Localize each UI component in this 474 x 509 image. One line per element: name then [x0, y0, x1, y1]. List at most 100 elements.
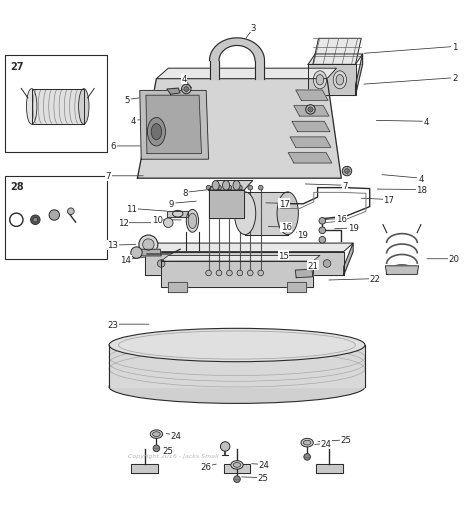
- Circle shape: [342, 167, 352, 177]
- Text: 21: 21: [307, 261, 319, 270]
- Ellipse shape: [79, 90, 89, 125]
- Ellipse shape: [313, 72, 327, 90]
- Polygon shape: [288, 153, 332, 164]
- Ellipse shape: [316, 75, 324, 86]
- Ellipse shape: [231, 461, 243, 469]
- Text: 24: 24: [320, 439, 332, 448]
- Ellipse shape: [233, 463, 241, 467]
- Polygon shape: [344, 244, 353, 276]
- Polygon shape: [146, 96, 201, 154]
- Text: 5: 5: [124, 96, 130, 105]
- Polygon shape: [316, 464, 343, 473]
- Text: 7: 7: [105, 172, 111, 181]
- Ellipse shape: [188, 214, 197, 229]
- Ellipse shape: [301, 439, 313, 447]
- Circle shape: [308, 108, 313, 112]
- Bar: [5, 177, 107, 259]
- Text: 17: 17: [279, 200, 290, 208]
- Text: 28: 28: [10, 182, 24, 192]
- Polygon shape: [294, 106, 329, 117]
- Ellipse shape: [173, 211, 183, 218]
- Text: 16: 16: [281, 223, 292, 232]
- Circle shape: [323, 260, 331, 268]
- Ellipse shape: [234, 192, 256, 235]
- Polygon shape: [131, 464, 158, 473]
- Ellipse shape: [186, 210, 199, 233]
- Text: 25: 25: [163, 446, 174, 455]
- Text: 24: 24: [171, 431, 182, 440]
- Polygon shape: [290, 137, 331, 148]
- Circle shape: [220, 442, 230, 451]
- Circle shape: [30, 216, 40, 225]
- Text: 9: 9: [169, 200, 174, 208]
- Polygon shape: [167, 212, 188, 218]
- Polygon shape: [167, 89, 180, 95]
- Circle shape: [153, 445, 160, 452]
- Text: 13: 13: [107, 241, 118, 250]
- Circle shape: [49, 210, 59, 221]
- Circle shape: [258, 186, 263, 191]
- Polygon shape: [145, 244, 353, 252]
- Polygon shape: [292, 122, 330, 132]
- Polygon shape: [308, 65, 356, 96]
- Ellipse shape: [333, 72, 346, 90]
- Text: 23: 23: [107, 320, 118, 329]
- Circle shape: [139, 236, 158, 254]
- Text: 11: 11: [126, 205, 137, 214]
- Polygon shape: [287, 283, 306, 292]
- Polygon shape: [313, 39, 361, 65]
- Text: 26: 26: [201, 462, 212, 471]
- Polygon shape: [385, 266, 419, 275]
- Ellipse shape: [303, 440, 311, 445]
- Text: 7: 7: [342, 181, 348, 190]
- Polygon shape: [210, 62, 219, 79]
- Text: 27: 27: [10, 62, 24, 71]
- Text: 22: 22: [369, 275, 380, 284]
- Text: 20: 20: [448, 254, 460, 264]
- Bar: [5, 56, 107, 153]
- Polygon shape: [137, 79, 341, 179]
- Polygon shape: [295, 270, 313, 278]
- Polygon shape: [224, 464, 250, 473]
- Bar: [173, 256, 306, 272]
- Text: 24: 24: [258, 460, 269, 469]
- Circle shape: [131, 247, 142, 259]
- Ellipse shape: [147, 118, 165, 147]
- Text: 15: 15: [278, 251, 289, 261]
- Circle shape: [184, 88, 189, 92]
- Polygon shape: [255, 62, 264, 79]
- Polygon shape: [308, 55, 363, 65]
- Text: 4: 4: [131, 117, 137, 126]
- Polygon shape: [168, 283, 187, 292]
- Text: 19: 19: [297, 230, 308, 239]
- Polygon shape: [210, 39, 264, 62]
- Polygon shape: [209, 191, 244, 219]
- Polygon shape: [137, 250, 161, 257]
- Circle shape: [319, 237, 326, 244]
- Polygon shape: [161, 256, 320, 262]
- Ellipse shape: [151, 124, 162, 140]
- Ellipse shape: [150, 430, 163, 439]
- Polygon shape: [209, 181, 253, 191]
- Ellipse shape: [27, 90, 37, 125]
- Circle shape: [237, 271, 243, 276]
- Circle shape: [143, 239, 154, 251]
- Circle shape: [247, 271, 253, 276]
- Circle shape: [67, 209, 74, 215]
- Text: 18: 18: [416, 186, 428, 194]
- Circle shape: [33, 218, 37, 222]
- Circle shape: [234, 476, 240, 483]
- Circle shape: [164, 218, 173, 228]
- Text: 4: 4: [181, 75, 187, 84]
- Ellipse shape: [109, 371, 365, 404]
- Text: 2: 2: [452, 74, 458, 83]
- Polygon shape: [109, 345, 365, 387]
- Polygon shape: [245, 192, 288, 235]
- Circle shape: [217, 186, 221, 191]
- Circle shape: [304, 454, 310, 460]
- Polygon shape: [140, 91, 209, 160]
- Circle shape: [206, 186, 211, 191]
- Text: 14: 14: [120, 256, 131, 265]
- Circle shape: [206, 271, 211, 276]
- Polygon shape: [145, 252, 344, 276]
